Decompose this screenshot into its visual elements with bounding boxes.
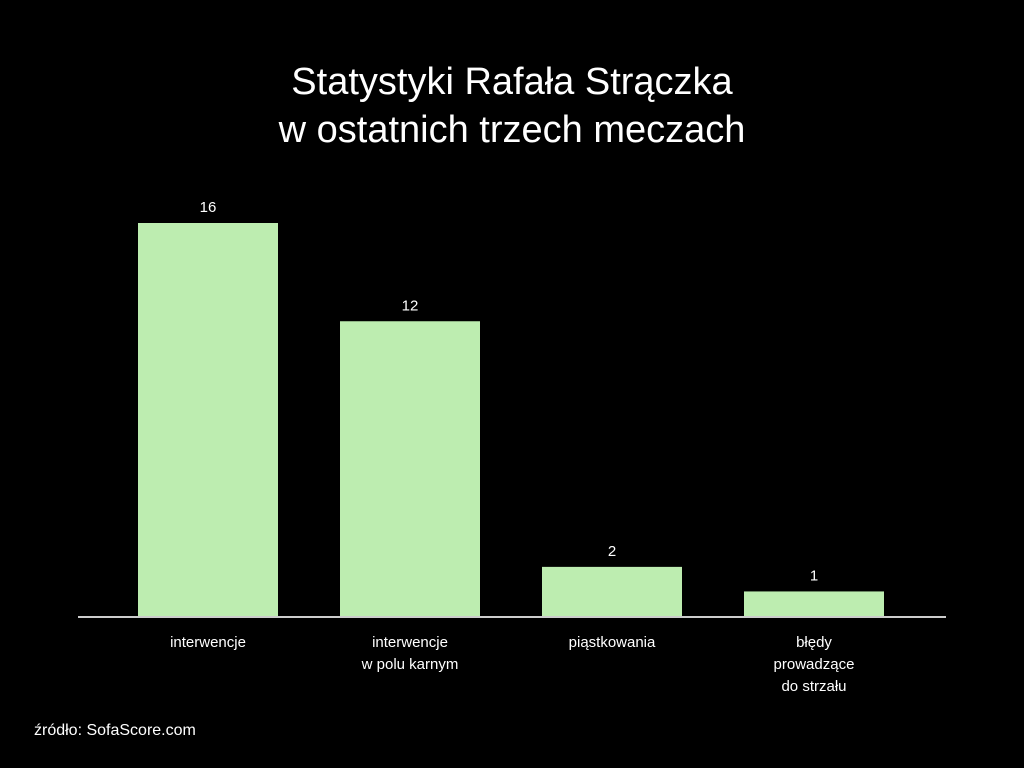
chart-title: Statystyki Rafała Strączka w ostatnich t… [0, 58, 1024, 154]
bar-value-label-1: 16 [200, 199, 217, 216]
category-label-2-line-2: w polu karnym [361, 656, 459, 673]
category-label-3: piąstkowania [569, 634, 656, 651]
chart-title-line-2: w ostatnich trzech meczach [278, 109, 746, 151]
source-note: źródło: SofaScore.com [34, 722, 196, 739]
category-label-2-line-1: interwencje [372, 634, 448, 651]
bar-4 [744, 591, 884, 616]
bar-value-label-4: 1 [810, 567, 818, 584]
bar-value-label-2: 12 [402, 297, 419, 314]
bar-1 [138, 223, 278, 616]
chart-title-line-1: Statystyki Rafała Strączka [291, 61, 733, 103]
category-label-1: interwencje [170, 634, 246, 651]
bar-2 [340, 321, 480, 616]
category-label-4-line-2: prowadzące [774, 656, 855, 673]
bar-3 [542, 566, 682, 616]
category-label-4-line-1: błędy [796, 634, 832, 651]
bar-value-label-3: 2 [608, 543, 616, 560]
category-label-4-line-3: do strzału [781, 678, 846, 695]
